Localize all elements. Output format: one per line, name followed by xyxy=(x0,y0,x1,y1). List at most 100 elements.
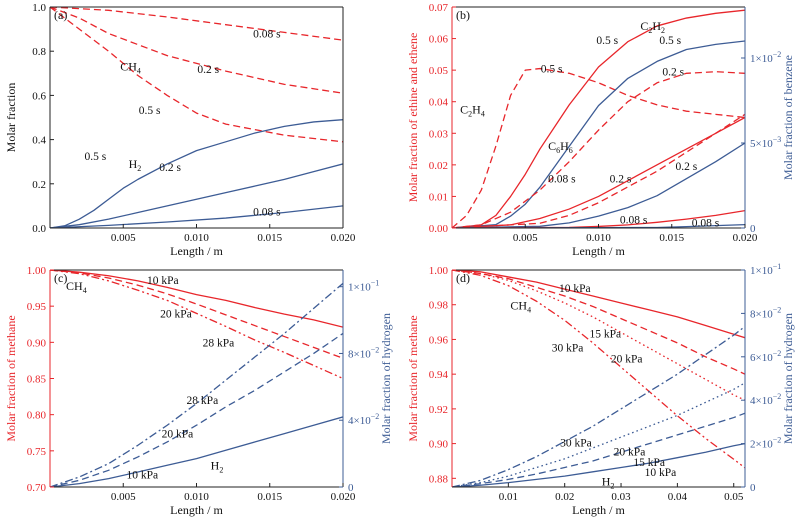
y-right-tick-label: 0 xyxy=(750,482,756,494)
y-tick-label: 0.95 xyxy=(27,301,47,313)
y-tick-label: 0.07 xyxy=(429,2,449,14)
y-axis-label-left: Molar fraction of ethine and ethene xyxy=(406,33,420,203)
y-tick-label: 0.90 xyxy=(27,337,47,349)
species-subscript: 2 xyxy=(648,26,652,35)
annotation-label: 10 kPa xyxy=(645,467,677,479)
species-base: H xyxy=(472,103,481,117)
y-tick-label: 0.03 xyxy=(429,128,449,140)
y-tick-label: 0.6 xyxy=(32,90,46,102)
panel-label: (b) xyxy=(456,8,470,22)
y-axis-label-left: Molar fraction of methane xyxy=(4,315,18,441)
series-line-d-2 xyxy=(452,270,745,375)
y-tick-label: 0.75 xyxy=(27,446,47,458)
species-label: CH4 xyxy=(510,299,531,315)
species-base: H xyxy=(602,474,611,488)
annotation-label: 0.08 s xyxy=(548,173,576,185)
species-base: H xyxy=(560,139,569,153)
species-subscript: 6 xyxy=(569,146,573,155)
x-axis-label: Length / m xyxy=(572,503,625,517)
y-tick-label: 1.0 xyxy=(32,2,46,14)
y-axis-label-right: Molar fraction of benzene xyxy=(781,55,795,180)
species-subscript: 2 xyxy=(661,26,665,35)
y-axis-label-left: Molar fraction xyxy=(4,83,18,153)
series-line-d-5 xyxy=(452,442,745,487)
tick-exponent: −2 xyxy=(773,305,782,314)
tick-exponent: −1 xyxy=(773,262,782,271)
y-right-tick-label: 5×10−3 xyxy=(750,135,781,150)
species-base: C xyxy=(640,19,648,33)
tick-exponent: −2 xyxy=(773,349,782,358)
y-right-tick-label: 2×10−2 xyxy=(750,436,781,451)
y-right-tick-label: 1×10−1 xyxy=(750,262,781,277)
series-line-b-6 xyxy=(452,142,745,228)
annotation-label: 30 kPa xyxy=(560,438,592,450)
y-tick-label: 0.05 xyxy=(429,65,449,77)
series-line-b-5 xyxy=(452,116,745,228)
series-group xyxy=(452,270,745,487)
x-tick-label: 0.010 xyxy=(586,232,611,244)
tick-base: 6×10 xyxy=(750,352,773,364)
y-tick-label: 0.01 xyxy=(429,191,448,203)
annotation-label: 0.2 s xyxy=(159,162,181,174)
tick-base: 4×10 xyxy=(750,395,773,407)
x-axis-label: Length / m xyxy=(170,244,223,258)
annotation-label: 15 kPa xyxy=(589,328,621,340)
species-subscript: 2 xyxy=(219,465,223,474)
y-tick-label: 1.00 xyxy=(429,265,449,277)
tick-base: 1×10 xyxy=(348,282,371,294)
y-tick-label: 0.06 xyxy=(429,34,449,46)
series-line-d-8 xyxy=(452,325,745,487)
y-tick-label: 0.04 xyxy=(429,97,449,109)
tick-exponent: −1 xyxy=(371,279,380,288)
x-axis-label: Length / m xyxy=(572,244,625,258)
annotation-label: 0.08 s xyxy=(692,218,720,230)
y-right-tick-label: 6×10−2 xyxy=(750,349,781,364)
series-line-d-7 xyxy=(452,382,745,487)
annotation-label: 0.5 s xyxy=(139,105,161,117)
panel-label: (d) xyxy=(456,271,470,285)
series-line-a-6 xyxy=(50,205,343,228)
series-line-a-3 xyxy=(50,7,343,143)
species-base: H xyxy=(211,458,220,472)
annotation-label: 20 kPa xyxy=(160,308,192,320)
tick-base: 0 xyxy=(750,223,756,235)
y-tick-label: 0.02 xyxy=(429,160,448,172)
series-line-d-4 xyxy=(452,270,745,469)
series-group xyxy=(50,270,343,487)
species-subscript: 4 xyxy=(137,67,141,76)
x-axis-label: Length / m xyxy=(170,503,223,517)
tick-base: 0 xyxy=(750,482,756,494)
x-tick-label: 0.015 xyxy=(659,232,684,244)
y-tick-label: 0.88 xyxy=(429,473,449,485)
y-right-tick-label: 0 xyxy=(348,482,354,494)
tick-exponent: −2 xyxy=(371,345,380,354)
y-tick-label: 0.96 xyxy=(429,334,449,346)
x-tick-label: 0.010 xyxy=(184,232,209,244)
series-line-b-3 xyxy=(452,40,745,228)
series-line-c-1 xyxy=(50,270,343,328)
tick-base: 0 xyxy=(348,482,354,494)
annotation-label: 20 kPa xyxy=(614,446,646,458)
x-tick-label: 0.01 xyxy=(499,491,518,503)
annotation-label: 0.5 s xyxy=(541,64,563,76)
series-line-d-1 xyxy=(452,270,745,339)
species-subscript: 4 xyxy=(527,306,531,315)
y-tick-label: 0.90 xyxy=(429,439,449,451)
species-subscript: 2 xyxy=(610,481,614,490)
annotation-label: 0.5 s xyxy=(596,35,618,47)
series-line-a-5 xyxy=(50,163,343,228)
y-right-tick-label: 1×10−2 xyxy=(750,50,781,65)
series-line-c-2 xyxy=(50,270,343,380)
tick-base: 1×10 xyxy=(750,265,773,277)
panel-label: (c) xyxy=(54,271,67,285)
annotation-label: 0.08 s xyxy=(620,214,648,226)
series-line-a-1 xyxy=(50,7,343,41)
x-tick-label: 0.015 xyxy=(257,232,282,244)
tick-base: 4×10 xyxy=(348,415,371,427)
y-tick-label: 0.80 xyxy=(27,410,47,422)
tick-exponent: −2 xyxy=(773,50,782,59)
annotation-label: 0.2 s xyxy=(610,173,632,185)
chart-panel-d: 0.01 0.02 0.03 0.04 0.05 Length / m 0.88 0.90 0.… xyxy=(406,262,795,517)
